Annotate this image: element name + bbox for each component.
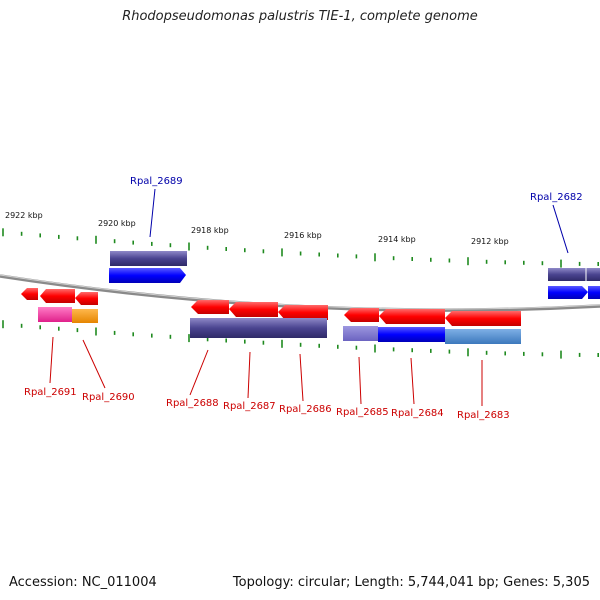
scale-label-2922: 2922 kbp [5, 211, 43, 220]
gene-label-rpal-2682[interactable]: Rpal_2682 [530, 192, 583, 203]
scale-label-2912: 2912 kbp [471, 237, 509, 246]
scale-label-2918: 2918 kbp [191, 226, 229, 235]
gene-rpal-2683-homolog-bar[interactable] [445, 329, 521, 344]
gene-rpal-2681-arrow[interactable] [588, 286, 600, 299]
gene-label-rpal-2685[interactable]: Rpal_2685 [336, 407, 389, 418]
scale-label-2914: 2914 kbp [378, 235, 416, 244]
leader-line-rpal-2690 [82, 339, 106, 389]
upper-tick-row [2, 228, 600, 268]
gene-rpal-2691-homolog-bar[interactable] [38, 307, 72, 322]
gene-label-rpal-2691[interactable]: Rpal_2691 [24, 387, 77, 398]
map-title: Rhodopseudomonas palustris TIE-1, comple… [122, 9, 478, 24]
leader-line-rpal-2685 [358, 356, 362, 405]
gene-rpal-2692-arrow[interactable] [21, 288, 38, 300]
gene-rpal-2690-arrow[interactable] [75, 292, 98, 305]
gene-rpal-2689-homolog-bar[interactable] [110, 251, 187, 266]
gene-label-rpal-2684[interactable]: Rpal_2684 [391, 408, 444, 419]
gene-rpal-2684-homolog-bar[interactable] [378, 327, 445, 342]
leader-line-rpal-2688 [189, 349, 209, 396]
gene-rpal-2682-arrow[interactable] [548, 286, 588, 299]
gene-label-rpal-2688[interactable]: Rpal_2688 [166, 398, 219, 409]
gene-label-rpal-2687[interactable]: Rpal_2687 [223, 401, 276, 412]
gene-label-rpal-2689[interactable]: Rpal_2689 [130, 176, 183, 187]
footer-accession: Accession: NC_011004 [9, 575, 157, 590]
footer-topology: Topology: circular; Length: 5,744,041 bp… [232, 575, 590, 590]
gene-rpal-2691-arrow[interactable] [40, 289, 75, 303]
leader-line-rpal-2684 [410, 357, 415, 405]
leader-line-rpal-2682 [552, 204, 569, 254]
gene-rpal-2685-homolog-bar[interactable] [343, 326, 378, 341]
gene-rpal-2685-arrow[interactable] [344, 308, 379, 322]
lower-tick-row [2, 320, 600, 359]
gene-label-rpal-2690[interactable]: Rpal_2690 [82, 392, 135, 403]
gene-label-rpal-2683[interactable]: Rpal_2683 [457, 410, 510, 421]
scale-label-2916: 2916 kbp [284, 231, 322, 240]
leader-line-rpal-2689 [149, 188, 156, 238]
gene-rpal-2686-arrow[interactable] [278, 305, 328, 320]
gene-rpal-2690-homolog-bar[interactable] [72, 309, 98, 323]
leader-line-rpal-2687 [247, 351, 251, 399]
gene-rpal-2688-arrow[interactable] [191, 300, 229, 314]
gene-rpal-2682-homolog-bar[interactable] [548, 268, 600, 281]
gene-label-rpal-2686[interactable]: Rpal_2686 [279, 404, 332, 415]
gene-rpal-2689-arrow[interactable] [109, 268, 186, 283]
scale-label-2920: 2920 kbp [98, 219, 136, 228]
leader-line-rpal-2686 [299, 353, 304, 402]
leader-line-rpal-2691 [49, 336, 54, 384]
gene-rpal-2684-arrow[interactable] [379, 309, 445, 324]
gene-rpal-2688-2686-homolog-bar[interactable] [190, 318, 327, 338]
gene-rpal-2683-arrow[interactable] [445, 311, 521, 326]
gene-rpal-2687-arrow[interactable] [229, 302, 278, 317]
